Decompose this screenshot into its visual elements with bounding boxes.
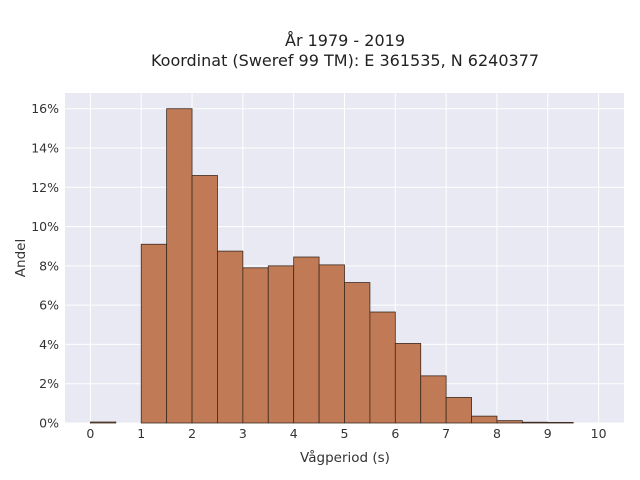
y-axis-ticks: 0% 2% 4% 6% 8% 10% 12% 14% 16% [31, 101, 59, 430]
x-tick-label: 1 [137, 426, 145, 441]
chart-title-line1: År 1979 - 2019 [285, 31, 405, 50]
x-tick-label: 0 [86, 426, 94, 441]
x-tick-label: 10 [591, 426, 607, 441]
histogram-bar [293, 256, 320, 424]
x-tick-label: 6 [391, 426, 399, 441]
histogram-bar [547, 422, 574, 424]
histogram-bar [521, 421, 549, 424]
y-tick-label: 4% [39, 337, 59, 352]
histogram-bar [191, 175, 218, 424]
histogram-bar [394, 343, 422, 424]
histogram-bar [420, 375, 447, 424]
x-tick-label: 9 [544, 426, 552, 441]
x-tick-label: 8 [493, 426, 501, 441]
histogram-bar [496, 420, 523, 424]
y-tick-label: 0% [39, 416, 59, 431]
histogram-bar [166, 108, 193, 424]
x-tick-label: 3 [239, 426, 247, 441]
y-tick-label: 12% [31, 180, 59, 195]
y-tick-label: 10% [31, 219, 59, 234]
chart-title-line2: Koordinat (Sweref 99 TM): E 361535, N 62… [151, 51, 539, 70]
x-axis-label: Vågperiod (s) [300, 449, 390, 466]
histogram-bar [90, 421, 117, 424]
x-tick-label: 2 [188, 426, 196, 441]
histogram-bar [318, 264, 345, 424]
y-tick-label: 14% [31, 141, 59, 156]
x-tick-label: 5 [341, 426, 349, 441]
histogram-bar [445, 397, 472, 424]
histogram-bar [217, 250, 244, 424]
histogram-bar [140, 243, 168, 424]
histogram-bar [242, 267, 269, 424]
histogram-bar [471, 415, 498, 424]
y-axis-label: Andel [13, 239, 29, 277]
histogram-bar [369, 311, 396, 424]
histogram-bar [267, 265, 295, 424]
histogram-bar [344, 282, 371, 424]
x-tick-label: 4 [290, 426, 298, 441]
y-tick-label: 16% [31, 101, 59, 116]
bars [90, 108, 574, 424]
x-tick-label: 7 [442, 426, 450, 441]
y-tick-label: 6% [39, 298, 59, 313]
y-tick-label: 2% [39, 376, 59, 391]
x-axis-ticks: 0 1 2 3 4 5 6 7 8 9 10 [86, 426, 606, 441]
y-tick-label: 8% [39, 258, 59, 273]
